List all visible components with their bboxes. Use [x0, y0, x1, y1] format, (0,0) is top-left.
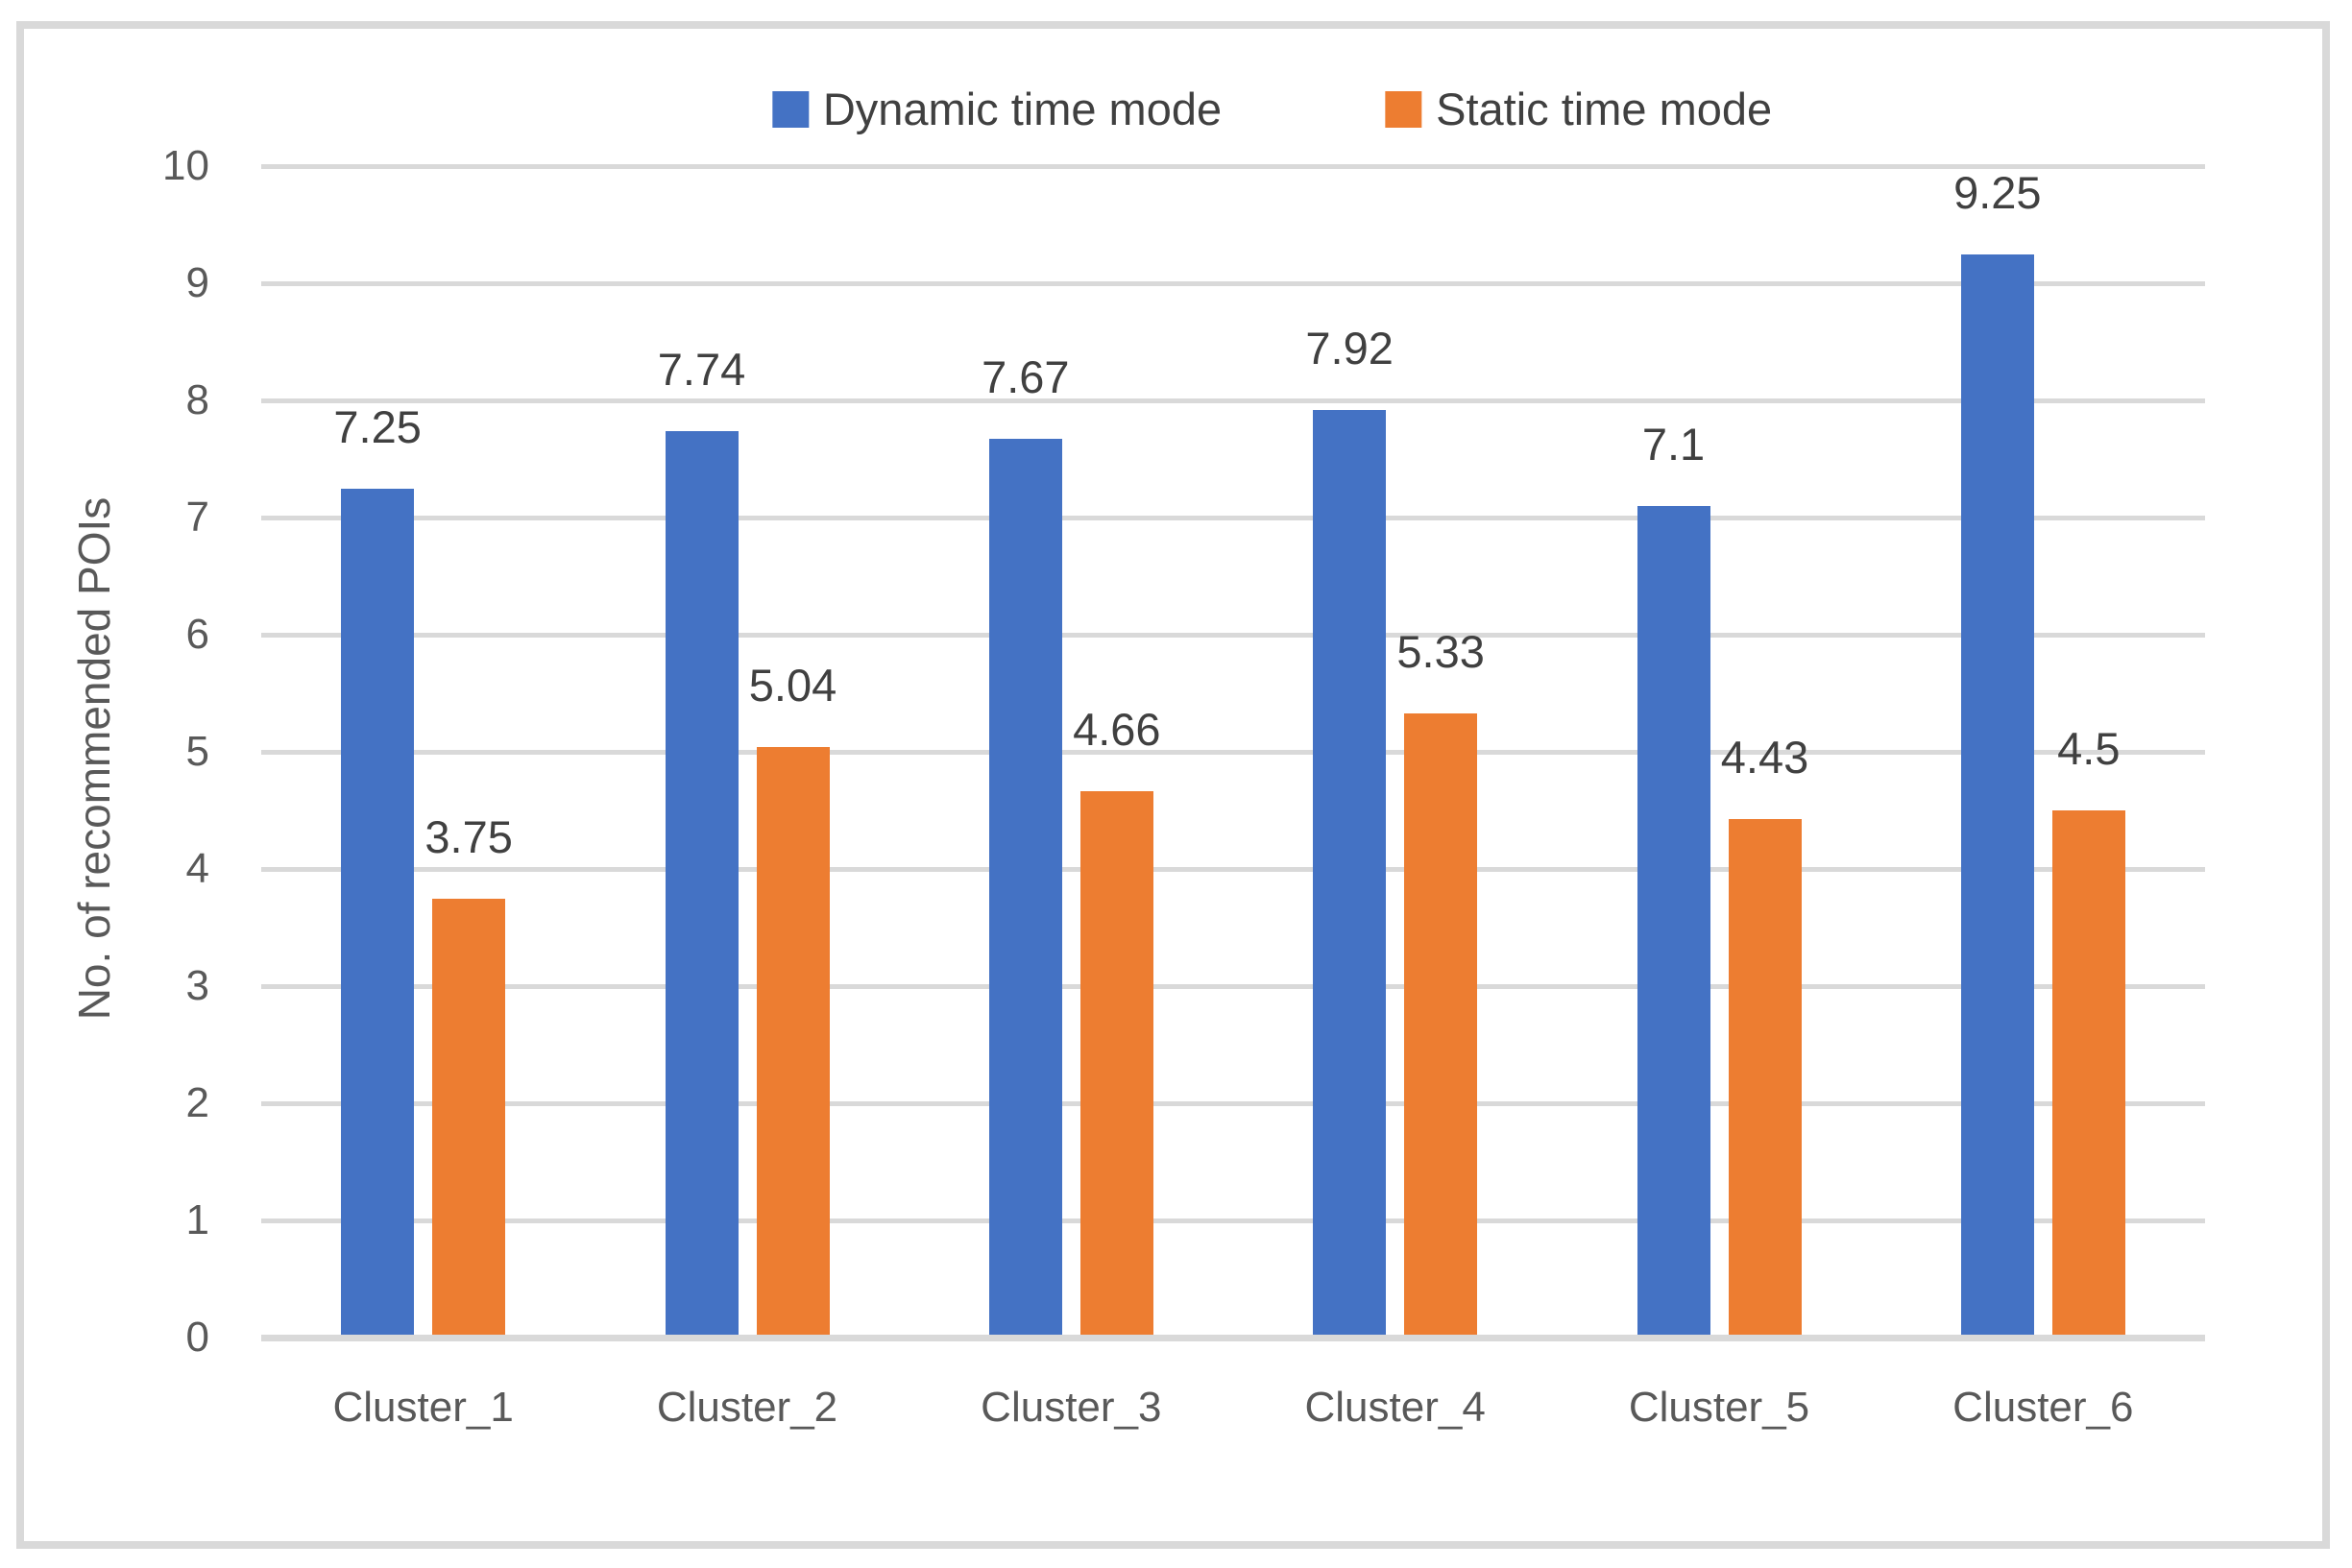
x-category-label-cluster-3: Cluster_3 [981, 1384, 1162, 1431]
chart-border [16, 21, 2330, 1549]
data-label-static-time-mode-cluster-5: 4.43 [1720, 731, 1809, 783]
bar-dynamic-time-mode-cluster-3 [988, 439, 1062, 1338]
y-tick-label: 2 [185, 1079, 209, 1126]
data-label-static-time-mode-cluster-2: 5.04 [748, 660, 837, 712]
bar-static-time-mode-cluster-4 [1404, 712, 1478, 1338]
y-tick-label: 9 [185, 259, 209, 306]
data-label-dynamic-time-mode-cluster-5: 7.1 [1641, 418, 1706, 470]
y-tick-label: 6 [185, 611, 209, 658]
gridline [261, 867, 2205, 872]
bar-static-time-mode-cluster-6 [2051, 810, 2125, 1338]
legend-swatch-static-time-mode [1385, 90, 1422, 128]
legend-label: Dynamic time mode [822, 84, 1223, 134]
chart-legend: Dynamic time mode Static time mode [771, 84, 1772, 134]
y-tick-label: 8 [185, 376, 209, 423]
data-label-dynamic-time-mode-cluster-2: 7.74 [657, 343, 746, 395]
bar-dynamic-time-mode-cluster-6 [1960, 253, 2034, 1338]
bar-dynamic-time-mode-cluster-5 [1637, 505, 1710, 1338]
bar-static-time-mode-cluster-5 [1728, 818, 1802, 1338]
data-label-static-time-mode-cluster-4: 5.33 [1396, 625, 1485, 677]
gridline [261, 633, 2205, 638]
data-label-static-time-mode-cluster-1: 3.75 [424, 810, 513, 862]
x-category-label-cluster-2: Cluster_2 [656, 1384, 838, 1431]
x-category-label-cluster-6: Cluster_6 [1952, 1384, 2134, 1431]
gridline [261, 516, 2205, 520]
gridline [261, 398, 2205, 403]
y-tick-label: 5 [185, 728, 209, 775]
bar-static-time-mode-cluster-1 [432, 898, 506, 1338]
legend-label: Static time mode [1436, 84, 1773, 134]
y-tick-label: 7 [185, 494, 209, 541]
legend-swatch-dynamic-time-mode [771, 90, 809, 128]
bar-dynamic-time-mode-cluster-2 [665, 430, 739, 1338]
x-category-label-cluster-5: Cluster_5 [1628, 1384, 1810, 1431]
data-label-dynamic-time-mode-cluster-4: 7.92 [1305, 322, 1394, 374]
gridline [261, 750, 2205, 755]
gridline [261, 164, 2205, 169]
x-axis-line [261, 1335, 2205, 1341]
data-label-dynamic-time-mode-cluster-3: 7.67 [982, 351, 1070, 403]
y-tick-label: 10 [162, 142, 209, 189]
x-category-label-cluster-1: Cluster_1 [332, 1384, 514, 1431]
gridline [261, 281, 2205, 286]
data-label-static-time-mode-cluster-3: 4.66 [1073, 704, 1161, 756]
bar-dynamic-time-mode-cluster-4 [1313, 409, 1387, 1338]
bar-dynamic-time-mode-cluster-1 [341, 488, 415, 1338]
y-tick-label: 4 [185, 845, 209, 892]
gridline [261, 984, 2205, 989]
gridline [261, 1218, 2205, 1223]
legend-item-dynamic-time-mode: Dynamic time mode [771, 84, 1223, 134]
gridline [261, 1101, 2205, 1106]
x-category-label-cluster-4: Cluster_4 [1304, 1384, 1486, 1431]
y-tick-label: 1 [185, 1196, 209, 1243]
data-label-static-time-mode-cluster-6: 4.5 [2057, 723, 2121, 774]
bar-static-time-mode-cluster-2 [756, 747, 830, 1338]
y-tick-label: 0 [185, 1314, 209, 1361]
legend-item-static-time-mode: Static time mode [1385, 86, 1772, 132]
bar-static-time-mode-cluster-3 [1079, 791, 1153, 1338]
y-tick-label: 3 [185, 962, 209, 1009]
data-label-dynamic-time-mode-cluster-1: 7.25 [333, 400, 422, 452]
data-label-dynamic-time-mode-cluster-6: 9.25 [1953, 166, 2042, 218]
